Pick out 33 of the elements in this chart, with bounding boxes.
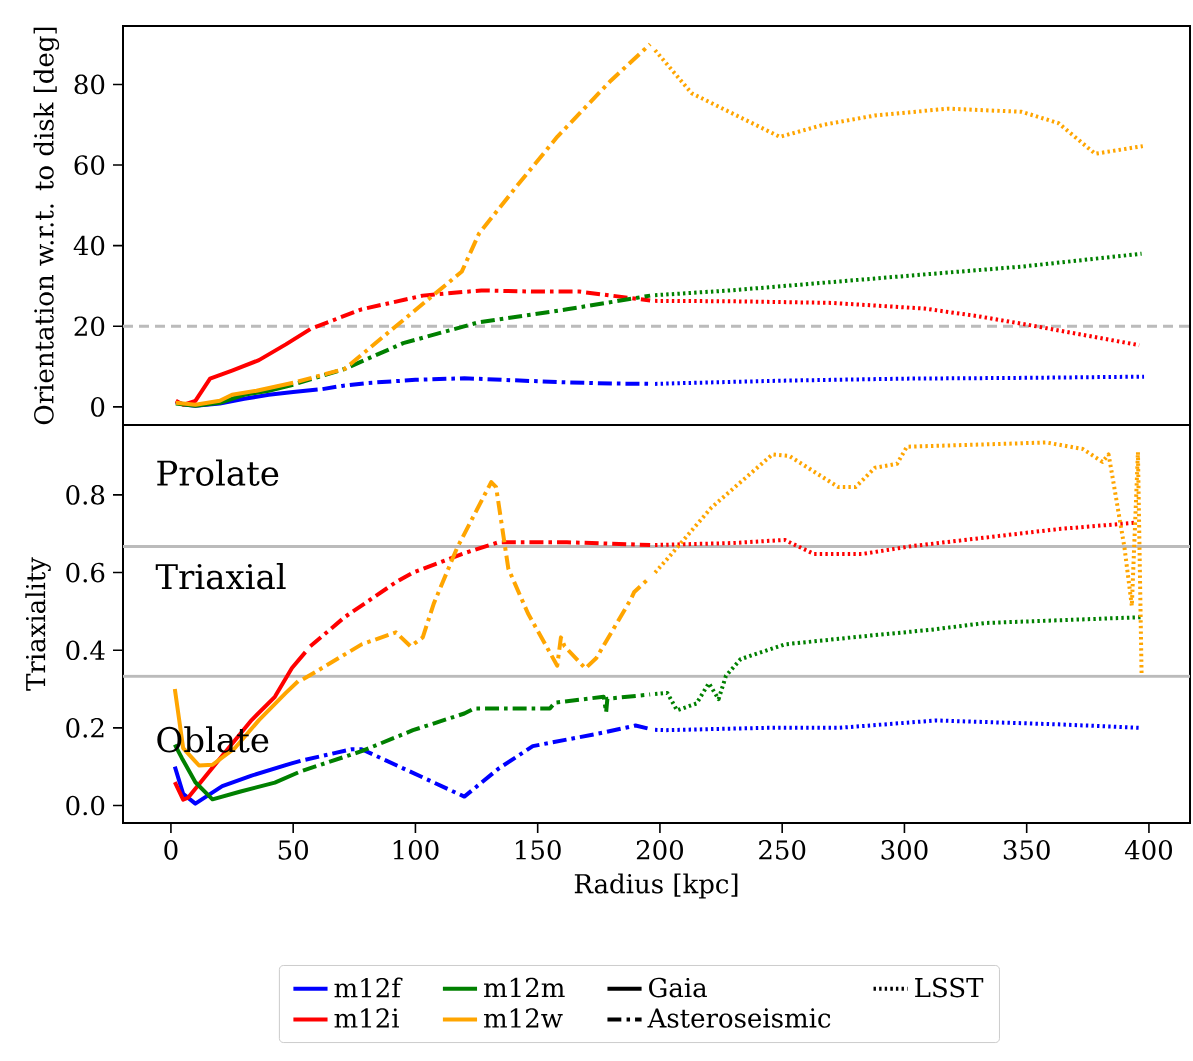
y-tick-label: 0.8 xyxy=(66,485,105,505)
x-tick-label: 150 xyxy=(516,840,561,860)
y-tick-label: 0.2 xyxy=(66,718,104,738)
legend-label: Asteroseismic xyxy=(647,1008,831,1028)
x-tick-label: 350 xyxy=(1003,840,1050,860)
y-tick-label: 20 xyxy=(74,316,105,337)
x-tick-label: 400 xyxy=(1124,840,1172,860)
x-axis-title: Radius [kpc] xyxy=(574,873,738,899)
legend-label: m12i xyxy=(334,1008,399,1028)
legend-label: m12w xyxy=(483,1008,563,1028)
line-series xyxy=(653,48,1145,156)
legend-label: LSST xyxy=(915,977,984,998)
y-tick-label: 80 xyxy=(74,74,105,95)
y-tick-label: 60 xyxy=(74,155,105,175)
x-tick-label: 200 xyxy=(636,840,683,860)
annotation: Prolate xyxy=(157,459,279,486)
y-tick-label: 40 xyxy=(73,235,105,256)
x-tick-label: 250 xyxy=(759,840,806,860)
line-series xyxy=(172,758,303,806)
y-axis-title: Orientation w.r.t. to disk [deg] xyxy=(33,27,60,425)
legend-label: Gaia xyxy=(649,977,707,998)
y-axis-title: Triaxiality xyxy=(25,557,51,691)
annotation: Triaxial xyxy=(155,563,286,590)
x-tick-label: 50 xyxy=(278,840,308,860)
y-tick-label: 0.4 xyxy=(66,640,105,661)
y-tick-label: 0 xyxy=(91,397,105,417)
legend-label: m12m xyxy=(483,977,565,998)
x-tick-label: 0 xyxy=(164,840,178,860)
y-tick-label: 0.6 xyxy=(66,562,105,583)
legend-label: m12f xyxy=(334,977,403,998)
x-tick-label: 300 xyxy=(881,840,928,860)
y-tick-label: 0.0 xyxy=(66,795,105,816)
x-tick-label: 100 xyxy=(393,840,439,860)
